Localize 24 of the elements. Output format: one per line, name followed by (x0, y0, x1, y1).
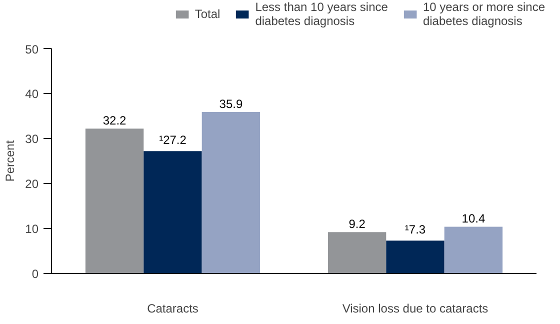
y-tick-label: 30 (25, 132, 39, 146)
data-label: 32.2 (102, 114, 127, 128)
bar (144, 151, 202, 274)
data-label: 35.9 (219, 96, 243, 111)
data-label: 9.2 (348, 217, 366, 232)
legend-label: 10 years or more since diabetes diagnosis (422, 0, 545, 28)
y-axis-title: Percent (3, 140, 18, 182)
bar (444, 226, 503, 274)
x-tick-label: Cataracts (147, 302, 198, 316)
bar (328, 232, 386, 274)
y-tick-label: 50 (25, 42, 39, 56)
legend-label: Total (194, 7, 220, 21)
y-tick-label: 10 (25, 222, 39, 236)
x-tick-label: Vision loss due to cataracts (342, 302, 488, 316)
y-tick-label: 20 (25, 177, 39, 191)
legend-label: Less than 10 years since diabetes diagnosis (255, 0, 388, 28)
data-label: ¹7.3 (404, 222, 426, 237)
bar (85, 128, 144, 274)
bar (202, 112, 260, 274)
data-label: ¹27.2 (159, 133, 187, 148)
y-tick-label: 0 (32, 267, 39, 281)
y-tick-label: 40 (25, 87, 39, 101)
data-label: 10.4 (462, 212, 486, 226)
bar (386, 240, 444, 274)
